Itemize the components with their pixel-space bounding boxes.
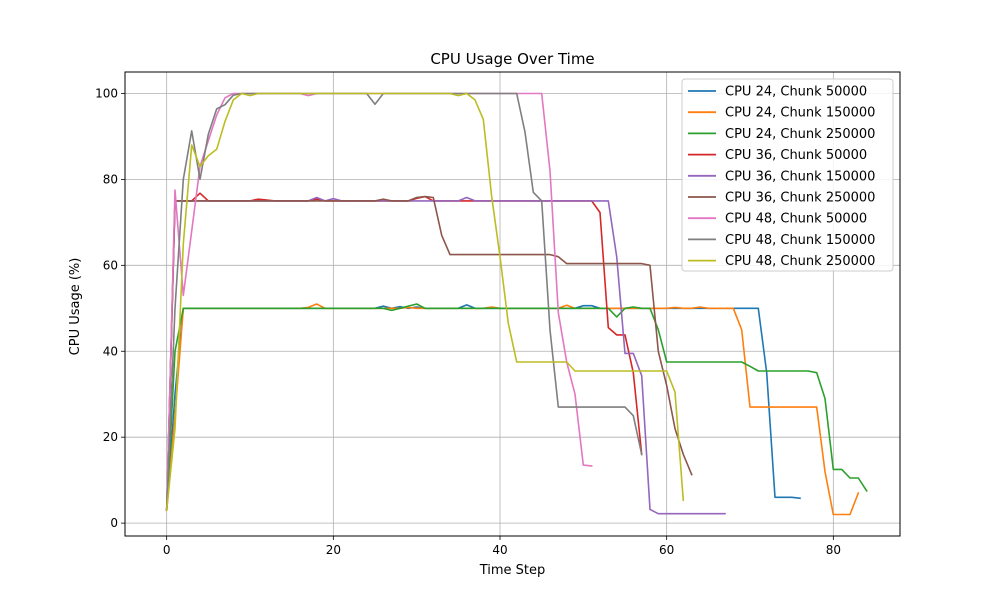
series-line-9 [165, 92, 685, 512]
plot-area-frame [124, 71, 901, 537]
y-tick-label: 60 [103, 258, 118, 272]
legend-label: CPU 48, Chunk 150000 [725, 233, 875, 248]
legend-label: CPU 36, Chunk 250000 [725, 191, 875, 206]
y-tick-label: 20 [103, 430, 118, 444]
legend-box [681, 78, 894, 272]
legend-label: CPU 36, Chunk 50000 [725, 148, 867, 163]
axis-ticks: 0 20 40 60 80 0 20 40 60 80 100 [95, 86, 841, 557]
legend-label: CPU 48, Chunk 50000 [725, 212, 867, 227]
legend-label: CPU 24, Chunk 50000 [725, 85, 867, 100]
series-lines [165, 92, 868, 516]
y-tick-label: 0 [110, 516, 118, 530]
chart-title: CPU Usage Over Time [430, 50, 594, 68]
y-tick-label: 40 [103, 344, 118, 358]
x-tick-label: 20 [326, 543, 341, 557]
series-line-6 [165, 195, 693, 512]
x-tick-label: 80 [826, 543, 841, 557]
legend-label: CPU 36, Chunk 150000 [725, 169, 875, 184]
y-tick-label: 100 [95, 86, 118, 100]
legend-label: CPU 24, Chunk 250000 [725, 127, 875, 142]
y-tick-label: 80 [103, 172, 118, 186]
x-tick-label: 0 [163, 543, 171, 557]
x-tick-label: 40 [492, 543, 507, 557]
legend-label: CPU 24, Chunk 150000 [725, 106, 875, 121]
y-axis-label: CPU Usage (%) [68, 258, 83, 356]
legend-label: CPU 48, Chunk 250000 [725, 254, 875, 269]
series-line-3 [165, 303, 868, 512]
x-axis-label: Time Step [479, 563, 546, 578]
x-tick-label: 60 [659, 543, 674, 557]
legend: CPU 24, Chunk 50000 CPU 24, Chunk 150000 C… [681, 78, 894, 272]
